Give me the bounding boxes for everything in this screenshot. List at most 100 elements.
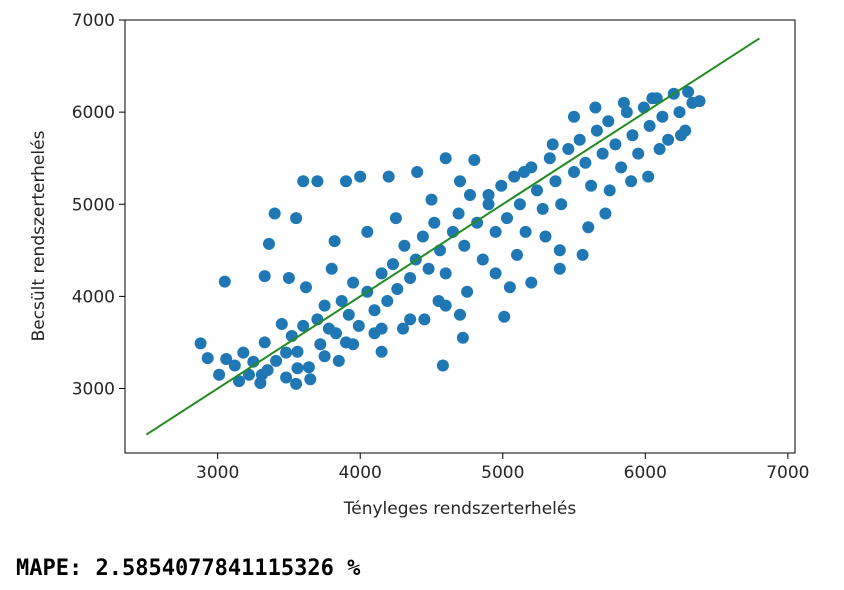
scatter-point-64 [596,147,609,160]
scatter-point-71 [637,101,650,114]
scatter-point-49 [508,170,521,183]
scatter-point-123 [361,225,374,238]
scatter-point-26 [368,304,381,317]
scatter-points [194,85,706,390]
scatter-point-82 [263,237,275,250]
scatter-point-114 [254,377,267,389]
scatter-point-74 [656,110,669,123]
scatter-point-113 [280,371,293,384]
x-tick-label-6000: 6000 [624,463,667,483]
scatter-point-22 [342,308,355,321]
scatter-point-107 [642,170,655,183]
scatter-point-137 [653,143,666,155]
scatter-point-100 [498,310,511,323]
scatter-point-148 [291,362,304,375]
scatter-point-106 [599,207,612,220]
scatter-point-102 [525,276,538,289]
scatter-point-90 [354,170,367,183]
scatter-point-6 [247,355,260,368]
scatter-point-72 [643,119,656,132]
reference-line [145,37,760,436]
scatter-point-129 [546,138,559,151]
scatter-point-8 [258,336,271,349]
scatter-point-139 [539,230,552,243]
scatter-point-111 [332,354,345,367]
mape-output: MAPE: 2.5854077841115326 % [16,556,361,581]
y-tick-label-5000: 5000 [72,195,115,215]
scatter-point-81 [268,207,281,220]
scatter-point-86 [258,270,271,283]
scatter-point-130 [568,110,580,123]
axes-frame [124,19,796,454]
scatter-point-103 [553,244,566,257]
scatter-point-38 [439,267,452,280]
x-tick-label-7000: 7000 [766,463,809,483]
scatter-point-94 [468,154,481,166]
scatter-point-89 [325,262,338,275]
scatter-point-62 [585,179,598,192]
scatter-point-69 [626,129,639,142]
scatter-point-21 [335,295,348,307]
scatter-point-115 [233,375,245,388]
scatter-point-104 [576,248,589,261]
scatter-point-97 [454,308,466,321]
scatter-point-80 [693,95,706,108]
scatter-point-110 [375,345,388,358]
scatter-point-0 [194,337,207,350]
y-tick-label-6000: 6000 [72,103,115,123]
y-tick-label-3000: 3000 [72,380,115,400]
scatter-point-122 [282,272,295,284]
scatter-point-144 [404,313,417,326]
scatter-point-88 [290,212,303,225]
scatter-point-116 [261,364,274,377]
scatter-point-51 [519,225,532,238]
scatter-point-134 [682,85,695,98]
scatter-point-143 [432,295,445,307]
scatter-point-4 [228,359,241,372]
scatter-point-41 [458,239,471,252]
scatter-point-128 [518,166,531,178]
scatter-point-145 [375,322,388,335]
scatter-point-47 [495,179,508,192]
scatter-point-46 [489,225,502,238]
scatter-point-42 [464,189,476,201]
scatter-point-13 [291,345,304,358]
scatter-point-96 [418,313,431,326]
y-tick-label-4000: 4000 [72,287,115,307]
x-axis-ticks: 3000 4000 5000 6000 7000 [196,453,810,483]
x-axis-label: Tényleges rendszerterhelés [343,499,577,519]
scatter-point-135 [603,184,616,197]
reference-line-layer [145,37,760,436]
scatter-point-17 [314,338,327,351]
scatter-point-15 [302,361,315,374]
scatter-point-70 [632,147,645,160]
scatter-point-24 [352,319,365,332]
scatter-point-9 [270,354,283,367]
y-tick-label-7000: 7000 [72,11,115,31]
scatter-point-68 [620,106,633,119]
scatter-point-117 [290,377,303,390]
scatter-point-138 [675,129,687,142]
scatter-point-98 [436,359,449,372]
scatter-point-5 [237,346,250,359]
scatter-point-29 [387,258,399,271]
scatter-point-125 [425,193,438,206]
scatter-point-75 [662,133,675,146]
scatter-point-59 [568,166,580,178]
scatter-point-18 [318,299,331,312]
scatter-point-3 [220,353,233,365]
scatter-point-45 [482,198,495,211]
scatter-point-92 [411,166,424,178]
scatter-point-10 [275,318,288,330]
scatter-point-95 [397,322,409,335]
scatter-point-84 [311,175,324,188]
scatter-point-127 [482,189,495,201]
scatter-point-58 [562,143,575,155]
scatter-point-136 [625,175,638,188]
scatter-point-133 [646,92,659,105]
scatter-point-147 [318,350,331,363]
scatter-point-2 [213,368,226,381]
scatter-point-146 [347,338,360,351]
scatter-point-142 [461,285,474,298]
scatter-point-67 [615,161,628,174]
